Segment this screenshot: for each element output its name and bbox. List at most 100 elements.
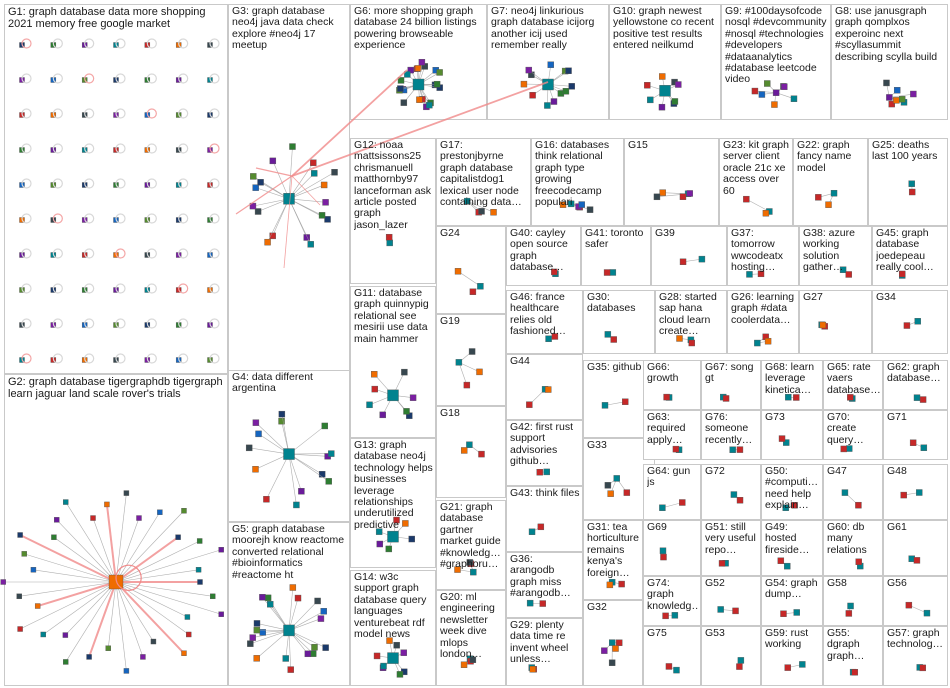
- group-panel-g59: G59: rust working: [761, 626, 823, 686]
- group-panel-g62: G62: graph database…: [883, 360, 948, 410]
- group-panel-g13: G13: graph database neo4j technology hel…: [350, 438, 436, 568]
- group-title-g26: G26: learning graph #data coolerdata…: [731, 292, 795, 326]
- group-panel-g9: G9: #100daysofcode nosql #devcommunity #…: [721, 4, 831, 120]
- group-title-g58: G58: [827, 578, 847, 589]
- group-title-g24: G24: [440, 228, 460, 239]
- group-title-g18: G18: [440, 408, 460, 419]
- group-title-g51: G51: still very useful repo…: [705, 522, 756, 556]
- group-title-g63: G63: required apply…: [647, 412, 686, 446]
- group-panel-g38: G38: azure working solution gather…: [799, 226, 872, 286]
- group-title-g21: G21: graph database gartner market guide…: [440, 502, 501, 571]
- group-panel-g16: G16: databases think relational graph ty…: [531, 138, 624, 226]
- group-panel-g11: G11: database graph quinnypig relational…: [350, 286, 436, 438]
- group-title-g44: G44: [510, 356, 530, 367]
- group-title-g8: G8: use janusgraph graph qomplxos expero…: [835, 6, 938, 63]
- group-panel-g5: G5: graph database moorejh know reactome…: [228, 522, 350, 686]
- group-title-g32: G32: [587, 602, 607, 613]
- group-panel-g57: G57: graph technolog…: [883, 626, 948, 686]
- group-panel-g48: G48: [883, 464, 948, 520]
- group-title-g7: G7: neo4j linkurious graph database icij…: [491, 6, 595, 52]
- group-title-g60: G60: db many relations: [827, 522, 867, 556]
- group-panel-g31: G31: tea horticulture remains kenya's fo…: [583, 520, 643, 600]
- group-title-g75: G75: [647, 628, 667, 639]
- group-title-g74: G74: graph knowledg…: [647, 578, 698, 612]
- group-panel-g3: G3: graph database neo4j java data check…: [228, 4, 350, 374]
- group-panel-g60: G60: db many relations: [823, 520, 883, 576]
- group-panel-g70: G70: create query…: [823, 410, 883, 460]
- group-panel-g12: G12: noaa mattsissons25 chrismanuell mat…: [350, 138, 436, 284]
- group-panel-g49: G49: hosted fireside…: [761, 520, 823, 576]
- group-title-g67: G67: song gt: [705, 362, 754, 385]
- group-title-g13: G13: graph database neo4j technology hel…: [354, 440, 433, 531]
- group-panel-g36: G36: arangodb graph miss #arangodb…: [506, 552, 583, 618]
- group-panel-g58: G58: [823, 576, 883, 626]
- group-panel-g32: G32: [583, 600, 643, 686]
- group-title-g29: G29: plenty data time re invent wheel un…: [510, 620, 569, 666]
- group-title-g39: G39: [655, 228, 675, 239]
- group-title-g37: G37: tomorrow wwcodeatx hosting…: [731, 228, 783, 274]
- group-title-g25: G25: deaths last 100 years: [872, 140, 938, 163]
- group-title-g36: G36: arangodb graph miss #arangodb…: [510, 554, 571, 600]
- group-title-g65: G65: rate vaers database…: [827, 362, 880, 396]
- group-title-g35: G35: github: [587, 362, 642, 373]
- group-title-g40: G40: cayley open source graph database…: [510, 228, 568, 274]
- group-title-g57: G57: graph technolog…: [887, 628, 944, 651]
- group-title-g31: G31: tea horticulture remains kenya's fo…: [587, 522, 639, 579]
- group-panel-g18: G18: [436, 406, 506, 498]
- group-panel-g14: G14: w3c support graph database query la…: [350, 570, 436, 686]
- group-panel-g20: G20: ml engineering newsletter week dive…: [436, 590, 506, 686]
- group-panel-g2: G2: graph database tigergraphdb tigergra…: [4, 374, 228, 686]
- group-title-g55: G55: dgraph graph…: [827, 628, 865, 662]
- group-panel-g53: G53: [701, 626, 761, 686]
- group-panel-g23: G23: kit graph server client oracle 21c …: [719, 138, 793, 226]
- group-title-g34: G34: [876, 292, 896, 303]
- group-panel-g27: G27: [799, 290, 872, 354]
- group-title-g66: G66: growth: [647, 362, 679, 385]
- group-title-g47: G47: [827, 466, 847, 477]
- group-title-g45: G45: graph database joedepeau really coo…: [876, 228, 934, 274]
- group-panel-g25: G25: deaths last 100 years: [868, 138, 948, 226]
- group-title-g38: G38: azure working solution gather…: [803, 228, 855, 274]
- group-panel-g29: G29: plenty data time re invent wheel un…: [506, 618, 583, 686]
- group-title-g48: G48: [887, 466, 907, 477]
- group-panel-g75: G75: [643, 626, 701, 686]
- group-title-g56: G56: [887, 578, 907, 589]
- group-panel-g66: G66: growth: [643, 360, 701, 410]
- group-panel-g67: G67: song gt: [701, 360, 761, 410]
- group-title-g5: G5: graph database moorejh know reactome…: [232, 524, 345, 581]
- group-title-g10: G10: graph newest yellowstone co recent …: [613, 6, 714, 52]
- group-title-g43: G43: think files: [510, 488, 580, 499]
- group-panel-g54: G54: graph dump…: [761, 576, 823, 626]
- group-panel-g46: G46: france healthcare relies old fashio…: [506, 290, 583, 354]
- group-title-g54: G54: graph dump…: [765, 578, 818, 601]
- group-title-g76: G76: someone recently…: [705, 412, 753, 446]
- group-title-g17: G17: prestonjbyrne graph database capita…: [440, 140, 522, 209]
- group-title-g72: G72: [705, 466, 725, 477]
- group-panel-g26: G26: learning graph #data coolerdata…: [727, 290, 799, 354]
- group-panel-g72: G72: [701, 464, 761, 520]
- group-panel-g74: G74: graph knowledg…: [643, 576, 701, 626]
- group-title-g27: G27: [803, 292, 823, 303]
- group-panel-g22: G22: graph fancy name model: [793, 138, 868, 226]
- group-title-g42: G42: first rust support advisories githu…: [510, 422, 574, 468]
- group-title-g19: G19: [440, 316, 460, 327]
- group-title-g64: G64: gun js: [647, 466, 691, 489]
- group-title-g49: G49: hosted fireside…: [765, 522, 810, 556]
- group-panel-g56: G56: [883, 576, 948, 626]
- group-panel-g45: G45: graph database joedepeau really coo…: [872, 226, 948, 286]
- group-title-g28: G28: started sap hana cloud learn create…: [659, 292, 717, 338]
- group-panel-g28: G28: started sap hana cloud learn create…: [655, 290, 727, 354]
- group-title-g68: G68: learn leverage kinetica…: [765, 362, 815, 396]
- group-panel-g50: G50: #computi… need help explain…: [761, 464, 823, 520]
- group-title-g33: G33: [587, 440, 607, 451]
- group-panel-g1: G1: graph database data more shopping 20…: [4, 4, 228, 374]
- group-panel-g21: G21: graph database gartner market guide…: [436, 500, 506, 590]
- group-title-g3: G3: graph database neo4j java data check…: [232, 6, 334, 52]
- group-title-g16: G16: databases think relational graph ty…: [535, 140, 610, 209]
- group-title-g15: G15: [628, 140, 648, 151]
- group-title-g61: G61: [887, 522, 907, 533]
- group-panel-g40: G40: cayley open source graph database…: [506, 226, 581, 286]
- group-panel-g39: G39: [651, 226, 727, 286]
- group-title-g9: G9: #100daysofcode nosql #devcommunity #…: [725, 6, 827, 86]
